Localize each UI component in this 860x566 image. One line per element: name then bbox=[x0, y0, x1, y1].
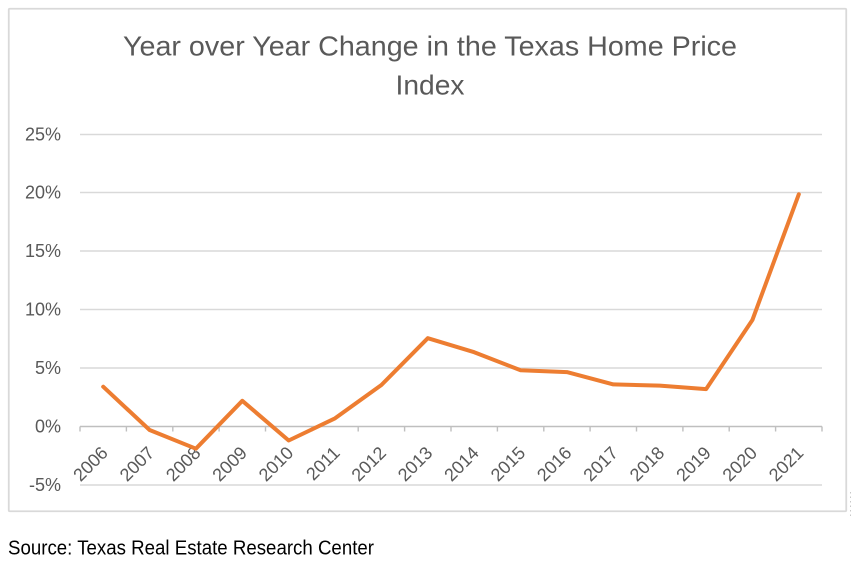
svg-text:5%: 5% bbox=[35, 358, 61, 378]
svg-text:10%: 10% bbox=[25, 300, 61, 320]
svg-text:20%: 20% bbox=[25, 183, 61, 203]
svg-text:25%: 25% bbox=[25, 125, 61, 145]
svg-text:Index: Index bbox=[396, 70, 465, 101]
svg-text:15%: 15% bbox=[25, 241, 61, 261]
svg-text:-5%: -5% bbox=[29, 475, 61, 495]
svg-text:Year over Year Change in the T: Year over Year Change in the Texas Home … bbox=[123, 31, 737, 62]
svg-text:0%: 0% bbox=[35, 417, 61, 437]
svg-text:Source: Texas Real Estate Rese: Source: Texas Real Estate Research Cente… bbox=[8, 537, 374, 560]
